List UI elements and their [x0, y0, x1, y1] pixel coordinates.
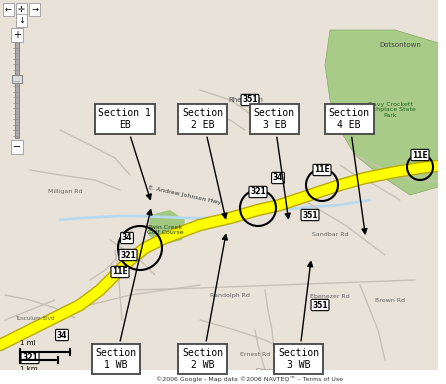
Bar: [12, 75, 22, 83]
Text: →: →: [31, 5, 38, 14]
Text: Section
2 EB: Section 2 EB: [182, 108, 227, 218]
Text: ↓: ↓: [18, 16, 25, 25]
Text: Twin Creek
Golf Course: Twin Creek Golf Course: [147, 225, 183, 235]
Text: Sandbar Rd: Sandbar Rd: [312, 232, 348, 237]
Text: Section
4 EB: Section 4 EB: [329, 108, 370, 234]
Text: Section 1
EB: Section 1 EB: [99, 108, 151, 199]
Text: Tusculum Blvd: Tusculum Blvd: [15, 316, 55, 321]
Text: 34: 34: [273, 174, 283, 182]
Text: 34: 34: [57, 331, 67, 339]
Text: 1 mi: 1 mi: [20, 340, 36, 346]
Text: Glenns Rd: Glenns Rd: [256, 367, 284, 372]
Text: 351: 351: [312, 301, 328, 310]
Text: Section
3 WB: Section 3 WB: [278, 262, 319, 370]
Bar: [438, 0, 446, 384]
Text: 11E: 11E: [112, 268, 128, 276]
Text: Ernest Rd: Ernest Rd: [240, 353, 270, 358]
Text: 321: 321: [22, 354, 38, 362]
Text: ←: ←: [5, 5, 12, 14]
Text: +: +: [13, 30, 21, 40]
Text: 351: 351: [302, 210, 318, 220]
Bar: [15, 38, 19, 138]
Text: 11E: 11E: [412, 151, 428, 159]
Text: ✛: ✛: [18, 5, 25, 14]
Text: E. Andrew Johnson Hwy: E. Andrew Johnson Hwy: [148, 185, 222, 205]
Polygon shape: [148, 210, 185, 245]
Text: Randolph Rd: Randolph Rd: [210, 293, 250, 298]
Text: Milligan Rd: Milligan Rd: [48, 189, 82, 195]
Text: 351: 351: [242, 96, 258, 104]
Text: Section
2 WB: Section 2 WB: [182, 235, 227, 370]
Text: Davy Crockett
Birthplace State
Park: Davy Crockett Birthplace State Park: [365, 102, 415, 118]
Text: 34: 34: [122, 233, 132, 243]
Text: ©2006 Google - Map data ©2006 NAVTEQ™ – Terms of Use: ©2006 Google - Map data ©2006 NAVTEQ™ – …: [157, 376, 343, 382]
Text: 11E: 11E: [314, 166, 330, 174]
Text: 107: 107: [100, 361, 116, 369]
Text: 351: 351: [282, 121, 298, 129]
Text: 321: 321: [120, 250, 136, 260]
Text: Section
1 WB: Section 1 WB: [95, 210, 152, 370]
Polygon shape: [325, 30, 445, 195]
Text: Ebenezer Rd: Ebenezer Rd: [310, 295, 350, 300]
Bar: [0, 370, 446, 384]
Text: 321: 321: [250, 187, 266, 197]
Text: Dotsontown: Dotsontown: [379, 42, 421, 48]
Text: −: −: [13, 142, 21, 152]
Text: 1 km: 1 km: [20, 366, 37, 372]
Text: Rheatown: Rheatown: [228, 97, 264, 103]
Text: Brown Rd: Brown Rd: [375, 298, 405, 303]
Text: Section
3 EB: Section 3 EB: [254, 108, 295, 218]
